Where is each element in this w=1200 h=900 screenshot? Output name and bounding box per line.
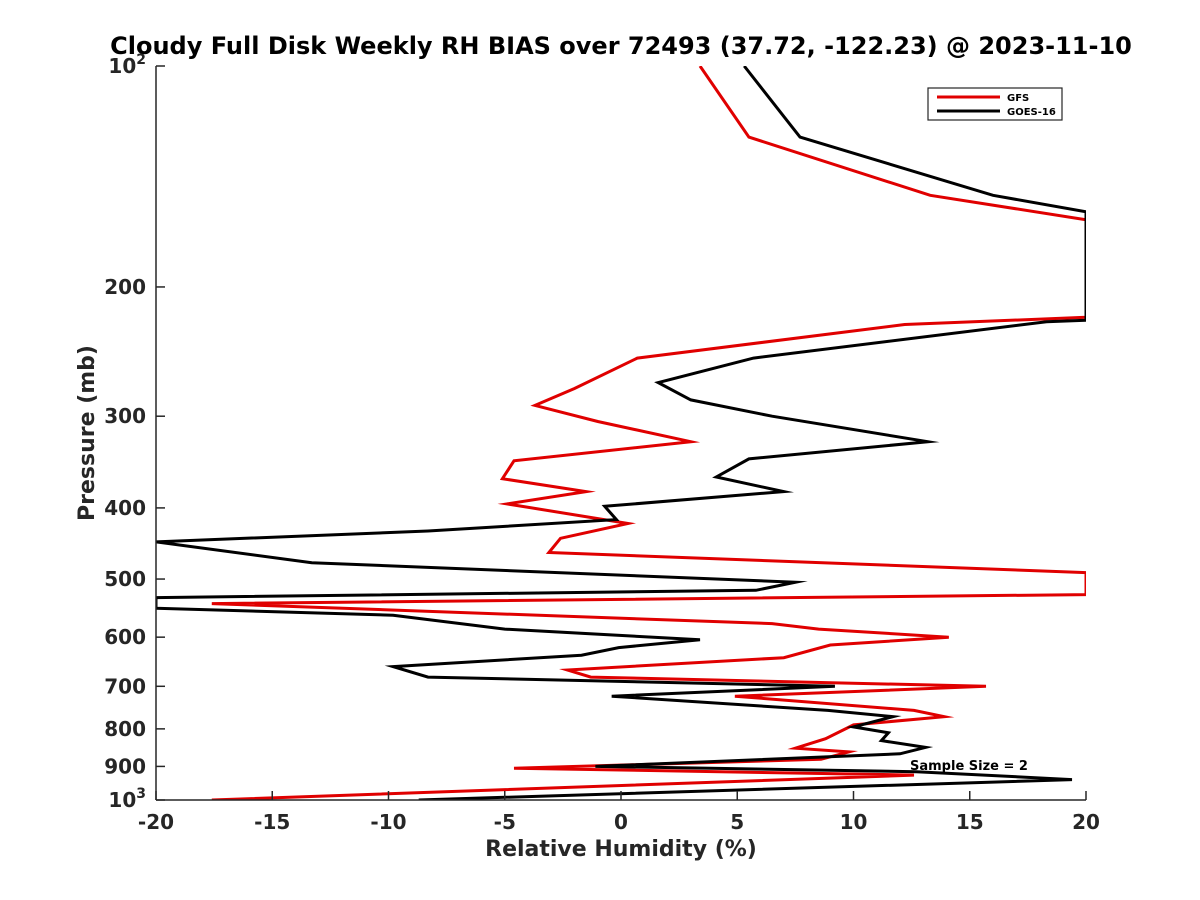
y-axis-ticks: 102 200 300 400 500 600 700 800 900 103 — [104, 52, 165, 812]
y-tick-label: 103 — [108, 786, 146, 812]
sample-size-annotation: Sample Size = 2 — [910, 759, 1028, 774]
x-tick-label: 10 — [840, 810, 868, 834]
plot-area — [156, 66, 1086, 800]
x-axis-ticks: -20 -15 -10 -5 0 5 10 15 20 — [138, 791, 1100, 834]
x-tick-label: -10 — [370, 810, 406, 834]
series-layer — [156, 66, 1086, 800]
series-line-goes-16 — [156, 66, 1086, 800]
x-tick-label: -5 — [494, 810, 516, 834]
x-tick-label: 15 — [956, 810, 984, 834]
chart-title: Cloudy Full Disk Weekly RH BIAS over 724… — [110, 32, 1132, 60]
y-tick-label: 300 — [104, 404, 146, 428]
x-tick-label: 5 — [730, 810, 744, 834]
legend-label-gfs: GFS — [1007, 93, 1029, 104]
legend-box — [927, 87, 1063, 121]
y-tick-label: 600 — [104, 625, 146, 649]
legend: GFS GOES-16 — [927, 87, 1063, 121]
y-tick-label: 800 — [104, 717, 146, 741]
legend-label-goes16: GOES-16 — [1007, 107, 1056, 118]
y-tick-label: 700 — [104, 674, 146, 698]
x-tick-label: 0 — [614, 810, 628, 834]
y-axis-label: Pressure (mb) — [75, 345, 100, 521]
series-line-gfs — [211, 66, 1086, 800]
y-tick-label: 500 — [104, 567, 146, 591]
y-tick-label: 102 — [108, 52, 146, 78]
y-tick-label: 200 — [104, 275, 146, 299]
x-axis-label: Relative Humidity (%) — [485, 837, 757, 862]
x-tick-label: -20 — [138, 810, 174, 834]
x-tick-label: 20 — [1072, 810, 1100, 834]
y-tick-label: 900 — [104, 754, 146, 778]
x-tick-label: -15 — [254, 810, 290, 834]
y-tick-label: 400 — [104, 496, 146, 520]
